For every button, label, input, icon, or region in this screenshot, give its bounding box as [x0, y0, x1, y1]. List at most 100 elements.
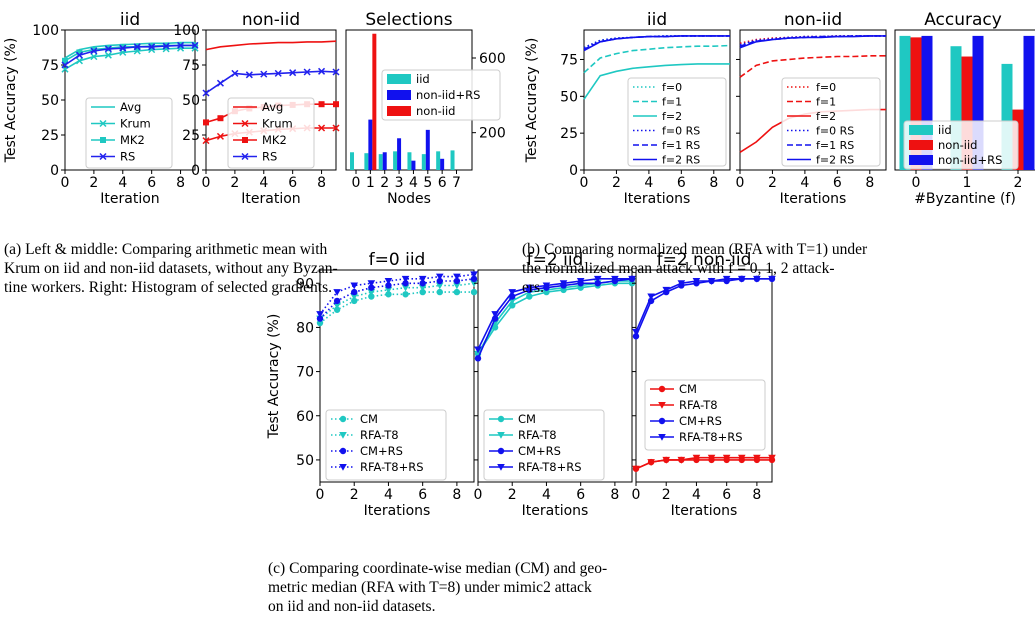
- legend-entry-label: RFA-T8: [518, 428, 557, 442]
- series-line-f-1-rs: [583, 35, 730, 50]
- data-point: [333, 302, 341, 310]
- series-line-f-0-rs: [739, 35, 886, 46]
- data-point: [316, 315, 324, 322]
- x-axis-label: Iterations: [671, 503, 738, 519]
- data-point: [594, 280, 601, 287]
- legend-entry-label: RFA-T8+RS: [518, 460, 582, 474]
- y-tick-label: 25: [560, 126, 578, 142]
- legend-marker: [100, 137, 106, 143]
- bar-non-iid: [372, 33, 377, 170]
- x-tick-label: 4: [259, 175, 268, 191]
- bar-non-iid-rs: [972, 35, 984, 170]
- panel-selections: Selections 0 1 2 3 4 5 6 7 Nodes 200 600 iid non-iid+…: [345, 10, 506, 207]
- x-tick-label: 0: [352, 175, 361, 191]
- data-point: [453, 282, 461, 290]
- legend-entry-label: non-iid: [416, 104, 455, 118]
- data-point: [722, 454, 731, 462]
- data-point: [148, 43, 156, 51]
- caption-c-line-3: on iid and non-iid datasets.: [268, 598, 436, 615]
- legend-entry-label: CM: [360, 412, 378, 426]
- caption-a-line-2: Krum on iid and non-iid datasets, withou…: [4, 260, 338, 277]
- data-point: [692, 454, 701, 462]
- legend-marker: [242, 137, 248, 143]
- caption-c-line-1: (c) Comparing coordinate-wise median (CM…: [268, 560, 608, 577]
- legend-marker: [99, 119, 107, 128]
- legend-entry-label: Krum: [262, 117, 293, 131]
- x-tick-label: 7: [452, 175, 461, 191]
- series-line-cm-rs: [477, 278, 633, 359]
- data-point: [401, 284, 410, 292]
- y-tick-label: 60: [296, 409, 314, 425]
- x-tick-label: 6: [438, 175, 447, 191]
- x-tick-label: 5: [423, 175, 432, 191]
- data-point: [593, 275, 602, 283]
- data-point: [632, 328, 640, 336]
- x-tick-label: 1: [963, 175, 972, 191]
- bar-iid: [364, 153, 369, 170]
- panel-title: iid: [647, 10, 667, 30]
- bar-non-iid-rs: [368, 119, 373, 170]
- data-point: [191, 41, 199, 49]
- data-point: [632, 333, 640, 340]
- bar-iid: [899, 35, 911, 170]
- y-tick-label: 70: [296, 365, 314, 381]
- x-tick-label: 8: [865, 175, 874, 191]
- legend-swatch: [387, 106, 411, 116]
- legend-entry-label: f=2: [662, 110, 682, 123]
- legend-box: [381, 69, 501, 121]
- data-point: [350, 293, 359, 301]
- panel-title: non-iid: [242, 10, 300, 30]
- axes-frame: [477, 269, 633, 483]
- series-line-f-1: [583, 44, 731, 74]
- data-point: [453, 273, 461, 281]
- y-tick-label-right: 200: [479, 126, 506, 142]
- legend-entry-label: f=2: [816, 110, 836, 123]
- x-axis-label: Iterations: [624, 191, 691, 207]
- legend-marker: [497, 415, 505, 423]
- legend-entry-label: f=0: [662, 81, 682, 94]
- data-point: [90, 47, 98, 55]
- data-point: [419, 288, 426, 296]
- series-line-rfa-t8-rs: [319, 273, 475, 315]
- data-point: [384, 278, 393, 285]
- y-tick-label: 100: [32, 23, 59, 39]
- axes-frame: [583, 29, 731, 171]
- x-tick-label: 6: [677, 175, 686, 191]
- data-point: [245, 71, 253, 79]
- legend-marker: [658, 385, 666, 393]
- data-point: [385, 291, 392, 298]
- data-point: [436, 288, 443, 296]
- data-point: [202, 137, 210, 145]
- x-tick-label: 6: [833, 175, 842, 191]
- data-point: [318, 67, 326, 75]
- caption-a-line-3: tine workers. Right: Histogram of select…: [4, 279, 333, 296]
- series-line-cm-rs: [319, 278, 475, 320]
- legend-box: [483, 409, 605, 481]
- x-tick-label: 4: [644, 175, 653, 191]
- data-point: [628, 275, 636, 283]
- x-tick-label: 6: [147, 175, 156, 191]
- caption-a-line-1: (a) Left & middle: Comparing arithmetic …: [4, 241, 328, 258]
- x-tick-label: 3: [395, 175, 404, 191]
- data-point: [119, 44, 127, 52]
- panel-title: f=0 iid: [369, 250, 426, 270]
- legend-marker: [658, 417, 666, 425]
- data-point: [753, 275, 761, 283]
- axes-frame: [739, 29, 887, 171]
- legend-entry-label: RFA-T8: [360, 428, 399, 442]
- data-point: [368, 284, 375, 291]
- legend-entry-label: CM: [518, 412, 536, 426]
- legend-entry-label: f=1 RS: [816, 139, 854, 152]
- bar-non-iid-rs: [425, 129, 430, 170]
- x-tick-label: 8: [752, 487, 761, 503]
- x-tick-label: 0: [202, 175, 211, 191]
- series-line-rfa-t8-rs: [635, 278, 772, 333]
- data-point: [368, 293, 375, 300]
- data-point: [722, 275, 731, 283]
- x-axis-label: Iterations: [780, 191, 847, 207]
- y-tick-label: 75: [182, 58, 200, 74]
- x-tick-label: 2: [612, 175, 621, 191]
- legend-marker: [497, 464, 505, 471]
- bar-iid: [436, 151, 441, 170]
- y-tick-label: 0: [50, 163, 59, 179]
